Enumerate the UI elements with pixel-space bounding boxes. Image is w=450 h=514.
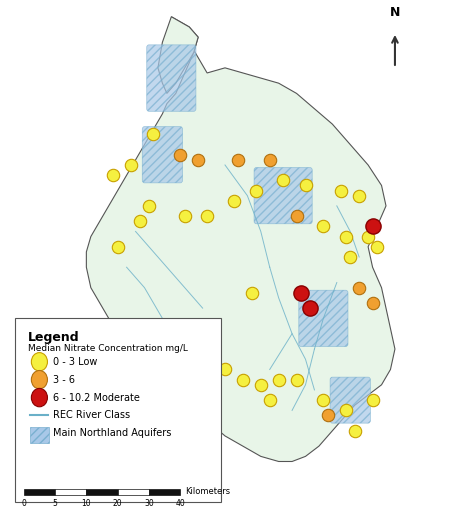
Point (248, 289, 256, 297)
Bar (55, 489, 86, 494)
Point (110, 171, 117, 179)
Bar (24, 489, 55, 494)
Polygon shape (158, 17, 198, 94)
FancyBboxPatch shape (254, 168, 312, 224)
Bar (86, 489, 117, 494)
Point (257, 381, 265, 389)
Point (306, 304, 314, 312)
Point (356, 192, 363, 200)
Text: Median Nitrate Concentration mg/L: Median Nitrate Concentration mg/L (28, 344, 188, 353)
Point (356, 284, 363, 292)
Bar (117, 489, 149, 494)
Text: 20: 20 (113, 499, 122, 508)
Text: Legend: Legend (28, 331, 80, 344)
FancyBboxPatch shape (299, 290, 348, 346)
Point (320, 396, 327, 404)
Text: 10: 10 (81, 499, 91, 508)
Point (346, 253, 354, 261)
Point (221, 365, 229, 374)
Point (297, 289, 305, 297)
Point (374, 243, 381, 251)
Text: 6 - 10.2 Moderate: 6 - 10.2 Moderate (53, 393, 140, 402)
Point (230, 197, 238, 205)
Circle shape (32, 389, 47, 407)
Point (369, 222, 376, 230)
Text: 0 - 3 Low: 0 - 3 Low (53, 357, 97, 367)
FancyBboxPatch shape (15, 318, 220, 502)
Point (150, 130, 157, 138)
Point (338, 187, 345, 195)
Point (302, 181, 309, 190)
Point (266, 396, 273, 404)
FancyBboxPatch shape (142, 126, 183, 183)
Point (194, 156, 202, 164)
Point (266, 156, 273, 164)
Point (342, 232, 349, 241)
Point (275, 376, 282, 384)
Point (253, 187, 260, 195)
FancyBboxPatch shape (147, 45, 196, 112)
Text: N: N (390, 6, 400, 20)
Circle shape (32, 353, 47, 371)
Text: 0: 0 (21, 499, 26, 508)
FancyBboxPatch shape (30, 427, 49, 443)
Point (342, 406, 349, 414)
Point (293, 212, 300, 220)
Point (114, 243, 121, 251)
Bar (149, 489, 180, 494)
Point (203, 212, 211, 220)
Point (324, 411, 332, 419)
Point (293, 376, 300, 384)
Point (177, 151, 184, 159)
Point (127, 161, 135, 169)
Circle shape (32, 371, 47, 389)
Text: 30: 30 (144, 499, 154, 508)
Point (351, 427, 358, 435)
Point (239, 376, 247, 384)
Point (145, 202, 153, 210)
Text: 5: 5 (53, 499, 58, 508)
Point (235, 156, 242, 164)
Point (181, 212, 189, 220)
Text: Kilometers: Kilometers (185, 487, 230, 496)
Text: REC River Class: REC River Class (53, 411, 130, 420)
Point (364, 232, 372, 241)
FancyBboxPatch shape (330, 377, 370, 423)
Text: Main Northland Aquifers: Main Northland Aquifers (53, 428, 171, 438)
Point (279, 176, 287, 185)
Point (136, 217, 144, 225)
Point (369, 396, 376, 404)
Text: 40: 40 (176, 499, 185, 508)
Point (369, 299, 376, 307)
Polygon shape (86, 17, 395, 462)
Text: 3 - 6: 3 - 6 (53, 375, 75, 384)
Point (320, 222, 327, 230)
